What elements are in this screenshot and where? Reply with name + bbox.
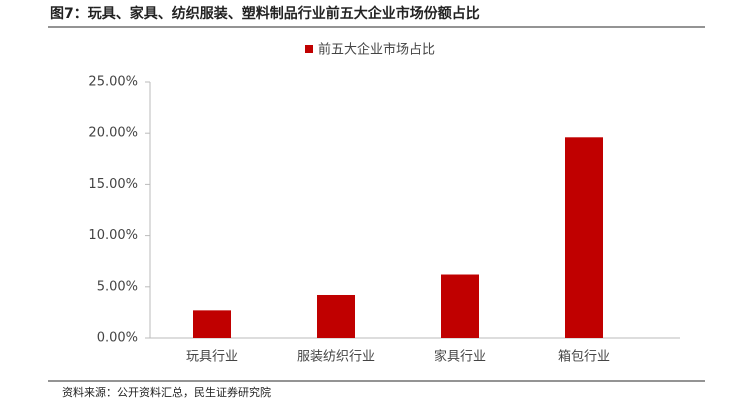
x-tick-label: 箱包行业 [558, 349, 610, 365]
y-tick-label: 5.00% [97, 279, 138, 294]
y-tick-label: 20.00% [88, 126, 138, 141]
bar [565, 137, 603, 338]
y-tick-label: 15.00% [88, 177, 138, 192]
bar [441, 274, 479, 338]
bar [317, 294, 355, 338]
legend-label: 前五大企业市场占比 [318, 42, 435, 58]
y-tick-label: 0.00% [97, 331, 138, 346]
x-tick-label: 家具行业 [434, 349, 486, 365]
y-tick-label: 10.00% [88, 228, 138, 243]
chart-title: 图7：玩具、家具、纺织服装、塑料制品行业前五大企业市场份额占比 [50, 5, 480, 22]
y-tick-label: 25.00% [88, 75, 138, 90]
x-tick-label: 服装纺织行业 [297, 350, 375, 365]
source-note: 资料来源：公开资料汇总，民生证券研究院 [62, 385, 271, 399]
legend-swatch [305, 45, 313, 53]
x-tick-label: 玩具行业 [186, 350, 238, 365]
bar [193, 310, 231, 338]
